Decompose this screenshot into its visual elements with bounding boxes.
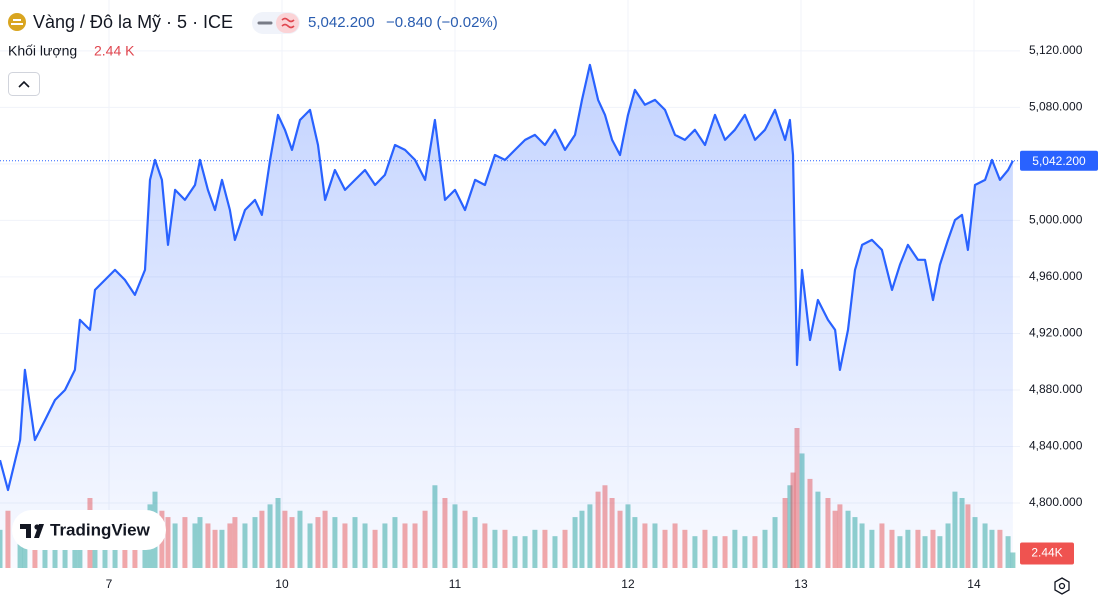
y-tick-label: 5,080.000 — [1029, 100, 1083, 114]
y-tick-label: 4,920.000 — [1029, 326, 1083, 340]
y-tick-label: 4,840.000 — [1029, 439, 1083, 453]
x-tick-label: 13 — [794, 577, 808, 591]
settings-icon[interactable] — [1054, 577, 1070, 595]
y-tick-label: 5,000.000 — [1029, 213, 1083, 227]
x-tick-label: 7 — [106, 577, 113, 591]
toggle-icon — [281, 17, 295, 29]
price-area-fill — [0, 64, 1013, 569]
volume-value: 2.44 K — [94, 43, 135, 59]
price-area — [0, 63, 1014, 569]
y-tick-label: 5,120.000 — [1029, 43, 1083, 57]
volume-title: Khối lượng — [8, 43, 77, 59]
volume-bar — [1010, 552, 1016, 568]
last-price-label: 5,042.200 — [1032, 154, 1086, 168]
last-price: 5,042.200 — [308, 14, 375, 31]
y-tick-label: 4,880.000 — [1029, 382, 1083, 396]
brand-name: TradingView — [50, 520, 151, 539]
brand-badge[interactable] — [12, 510, 166, 550]
x-tick-label: 14 — [967, 577, 981, 591]
brand-icon — [34, 524, 40, 530]
last-volume-box — [1020, 542, 1074, 565]
symbol-title: Vàng / Đô la Mỹ · 5 · ICE — [33, 12, 233, 32]
y-tick-label: 4,800.000 — [1029, 495, 1083, 509]
y-tick-label: 4,960.000 — [1029, 269, 1083, 283]
last-price-box — [1020, 150, 1098, 171]
last-volume-label: 2.44K — [1031, 546, 1062, 560]
toggle-button[interactable] — [276, 13, 299, 33]
x-tick-label: 10 — [275, 577, 289, 591]
settings-icon — [1058, 582, 1066, 590]
axes: 4,800.000 4,840.000 4,880.000 4,920.000 4,96… — [0, 43, 1098, 591]
x-tick-label: 11 — [449, 577, 462, 591]
symbol-logo-mark — [11, 19, 23, 25]
price-line — [0, 63, 1014, 492]
x-tick-label: 12 — [621, 577, 635, 591]
collapse-button[interactable] — [8, 72, 40, 96]
price-change: −0.840 (−0.02%) — [386, 14, 498, 31]
collapse-icon — [18, 80, 30, 88]
symbol-logo — [8, 13, 26, 31]
